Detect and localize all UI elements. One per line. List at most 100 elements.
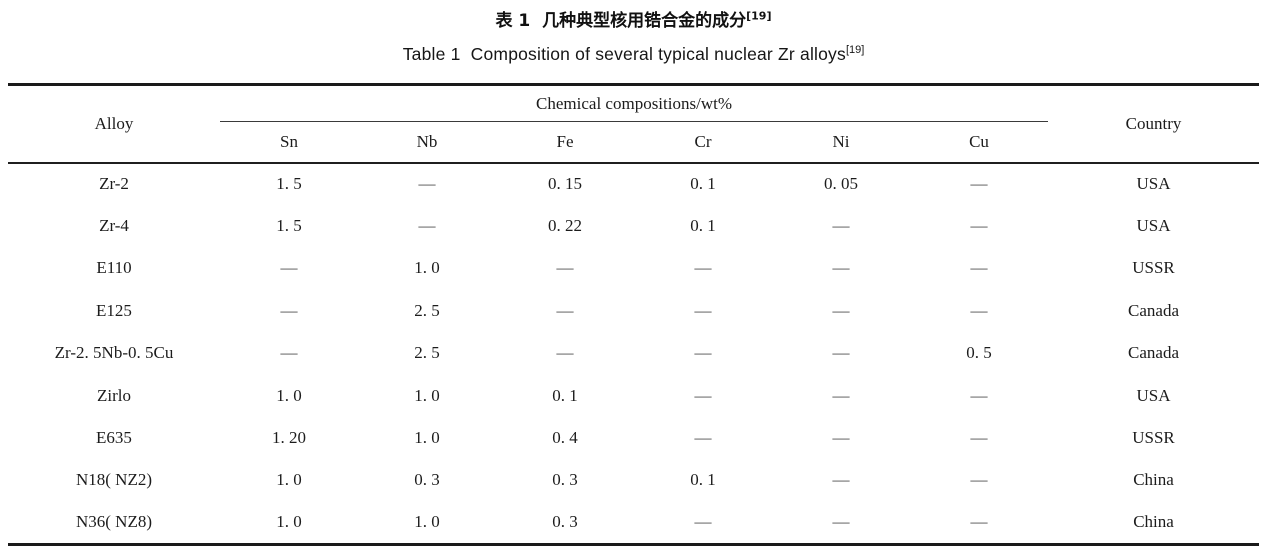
table-header: Alloy Chemical compositions/wt% Country …: [8, 84, 1260, 164]
value-cell: —: [280, 343, 298, 363]
alloy-cell: E110: [96, 258, 132, 278]
table-title-en: Table 1 Composition of several typical n…: [0, 44, 1267, 65]
value-cell: —: [832, 300, 850, 320]
alloy-cell: E635: [96, 428, 132, 448]
value-cell: 0. 05: [824, 174, 858, 194]
value-cell: —: [832, 470, 850, 490]
country-cell: USSR: [1132, 258, 1175, 278]
alloy-cell: N18( NZ2): [75, 470, 152, 490]
value-cell: 1. 0: [414, 258, 440, 278]
value-cell: —: [970, 174, 988, 194]
value-cell: 0. 1: [690, 174, 716, 194]
value-cell: —: [694, 428, 712, 448]
value-cell: 1. 20: [272, 428, 306, 448]
country-cell: China: [1048, 501, 1260, 546]
value-cell: 0. 4: [552, 428, 578, 448]
country-cell: China: [1133, 470, 1174, 490]
alloy-cell: N36( NZ8): [8, 501, 220, 546]
value-cell: —: [970, 216, 988, 236]
col-header-alloy: Alloy: [8, 84, 220, 164]
value-cell: 0. 1: [552, 385, 578, 405]
country-cell: Canada: [1128, 300, 1179, 320]
col-header-cr: Cr: [634, 121, 772, 164]
citation-ref-zh: [19]: [746, 9, 772, 23]
table-row: E635 1. 20 1. 0 0. 4 — — — USSR: [8, 417, 1259, 459]
alloy-cell: Zr-2: [99, 174, 129, 194]
country-cell: USA: [1136, 174, 1171, 194]
value-cell: 2. 5: [414, 300, 440, 320]
col-header-ni: Ni: [772, 121, 910, 164]
value-cell: —: [418, 174, 436, 194]
value-cell: 0. 22: [548, 216, 582, 236]
value-cell: 1. 0: [414, 385, 440, 405]
value-cell: 0. 3: [496, 501, 634, 546]
col-header-fe: Fe: [496, 121, 634, 164]
value-cell: 1. 0: [358, 501, 496, 546]
value-cell: —: [832, 216, 850, 236]
value-cell: —: [970, 300, 988, 320]
element-header-row: Sn Nb Fe Cr Ni Cu: [8, 121, 1259, 164]
value-cell: —: [970, 258, 988, 278]
table-row: E125 — 2. 5 — — — — Canada: [8, 290, 1259, 332]
value-cell: —: [910, 501, 1049, 546]
table-body: Zr-2 1. 5 — 0. 15 0. 1 0. 05 — USA Zr-4 1. 5 — 0. 2…: [8, 163, 1260, 546]
value-cell: 0. 1: [690, 216, 716, 236]
value-cell: 1. 0: [276, 470, 302, 490]
value-cell: —: [694, 343, 712, 363]
value-cell: 0. 3: [414, 470, 440, 490]
value-cell: —: [832, 258, 850, 278]
value-cell: 0. 1: [690, 470, 716, 490]
alloy-cell: Zirlo: [97, 385, 131, 405]
table-row: Zirlo 1. 0 1. 0 0. 1 — — — USA: [8, 374, 1259, 416]
value-cell: —: [556, 343, 574, 363]
zr-alloy-composition-table: Alloy Chemical compositions/wt% Country …: [8, 83, 1260, 546]
alloy-cell: E125: [96, 300, 132, 320]
table-title-en-text: Table 1 Composition of several typical n…: [402, 44, 846, 64]
value-cell: —: [280, 258, 298, 278]
table-row: N36( NZ8) 1. 0 1. 0 0. 3— — — China: [8, 501, 1260, 546]
table-title-zh-text: 表 1 几种典型核用锆合金的成分: [495, 11, 747, 31]
col-header-sn: Sn: [220, 121, 358, 164]
table-row: Zr-4 1. 5 — 0. 22 0. 1 — — USA: [8, 205, 1259, 247]
country-cell: Canada: [1128, 343, 1179, 363]
value-cell: —: [418, 216, 436, 236]
col-header-country: Country: [1048, 84, 1260, 164]
header-group-row: Alloy Chemical compositions/wt% Country: [8, 84, 1260, 164]
value-cell: —: [694, 385, 712, 405]
value-cell: 1. 0: [414, 428, 440, 448]
value-cell: —: [970, 385, 988, 405]
value-cell: —: [970, 428, 988, 448]
value-cell: 1. 5: [276, 216, 302, 236]
table-row: Zr-2. 5Nb-0. 5Cu — 2. 5 — — — 0. 5 Canada: [8, 332, 1259, 374]
alloy-cell: Zr-4: [99, 216, 129, 236]
table-row: E110 — 1. 0 — — — — USSR: [8, 247, 1259, 289]
value-cell: —: [832, 343, 850, 363]
value-cell: —: [556, 300, 574, 320]
value-cell: 0. 15: [548, 174, 582, 194]
value-cell: —: [970, 470, 988, 490]
value-cell: 0. 5: [966, 343, 992, 363]
value-cell: 1. 5: [276, 174, 302, 194]
value-cell: 1. 0: [276, 385, 302, 405]
table-row: N18( NZ2) 1. 0 0. 3 0. 3 0. 1 — — China: [8, 459, 1259, 501]
alloy-cell: Zr-2. 5Nb-0. 5Cu: [54, 343, 174, 363]
country-cell: USSR: [1132, 428, 1175, 448]
value-cell: —: [556, 258, 574, 278]
value-cell: —: [634, 501, 772, 546]
citation-ref-en: [19]: [845, 44, 865, 57]
table-title-zh: 表 1 几种典型核用锆合金的成分[19]: [0, 6, 1267, 31]
col-header-cu: Cu: [910, 121, 1049, 164]
value-cell: —: [280, 300, 298, 320]
table-row: Zr-2 1. 5 — 0. 15 0. 1 0. 05 — USA: [8, 163, 1259, 205]
value-cell: 1. 0: [220, 501, 358, 546]
value-cell: —: [832, 428, 850, 448]
value-cell: —: [772, 501, 910, 546]
col-header-nb: Nb: [358, 121, 496, 164]
value-cell: 0. 3: [552, 470, 578, 490]
country-cell: USA: [1136, 216, 1171, 236]
value-cell: 2. 5: [414, 343, 440, 363]
value-cell: —: [694, 300, 712, 320]
col-header-chemical-compositions: Chemical compositions/wt%: [220, 84, 1049, 122]
value-cell: —: [694, 258, 712, 278]
